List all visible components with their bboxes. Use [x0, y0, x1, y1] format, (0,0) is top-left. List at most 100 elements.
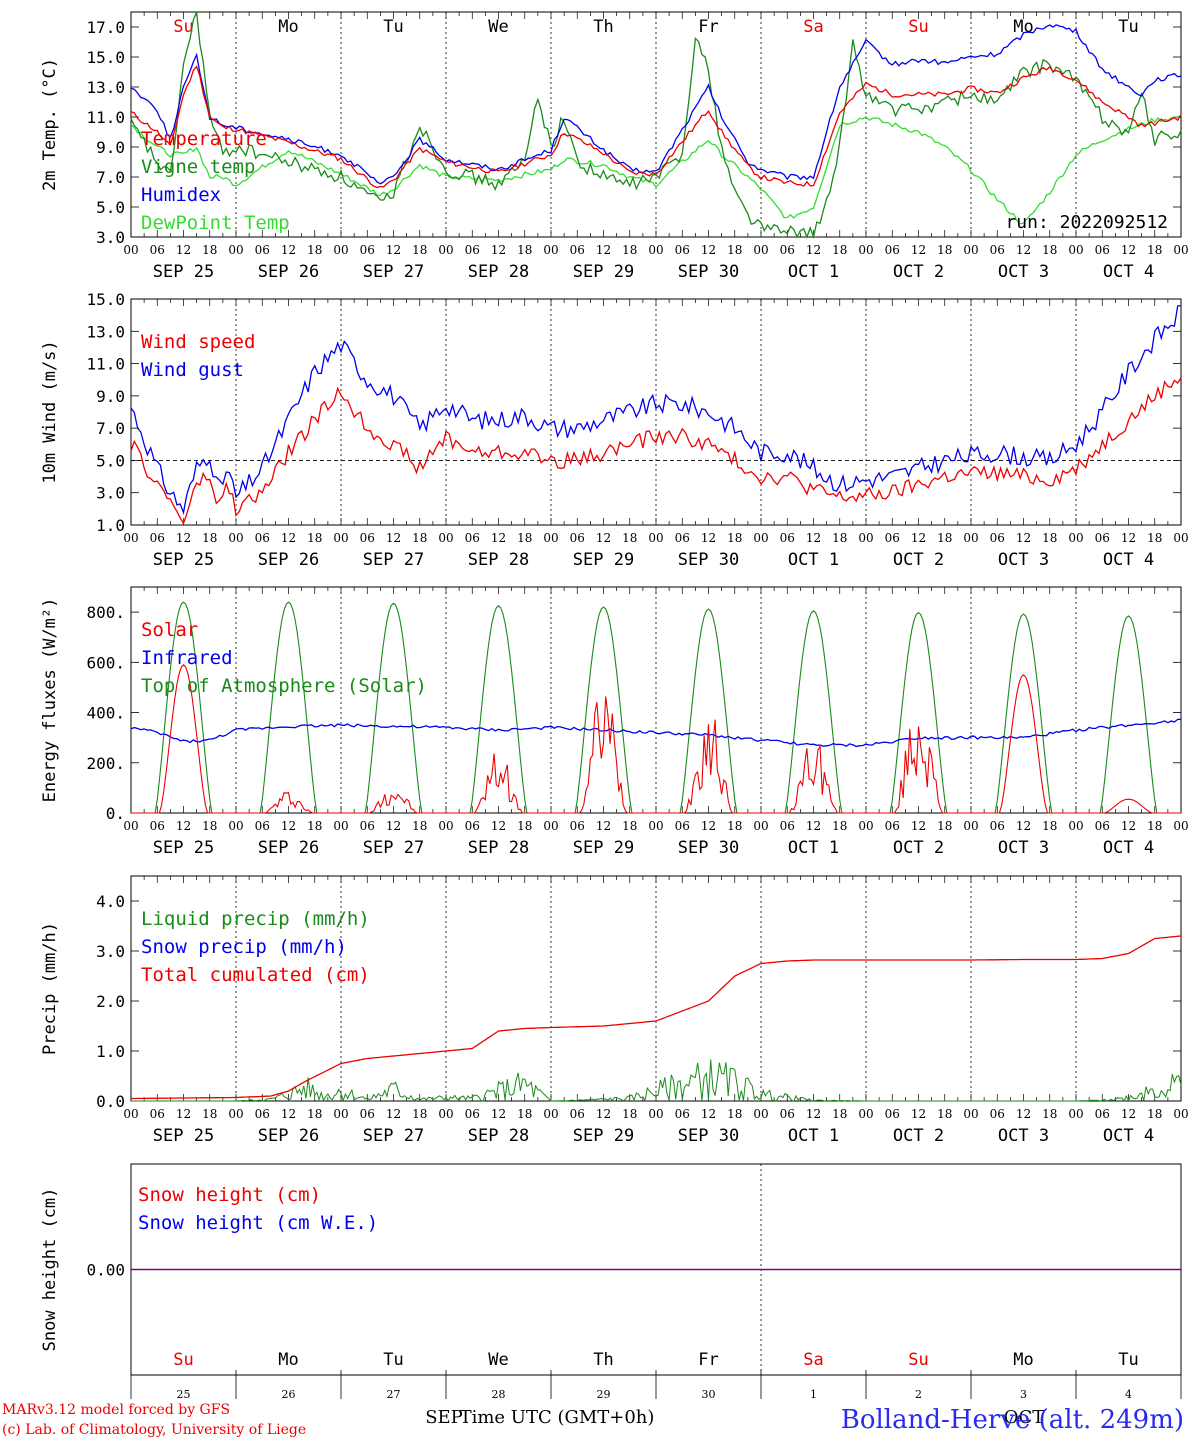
day-number-label: 27	[387, 1388, 401, 1401]
hour-tick-label: 12	[1121, 1107, 1136, 1121]
date-label: SEP 26	[258, 838, 319, 858]
hour-tick-label: 06	[990, 819, 1005, 833]
legend-entry: Top of Atmosphere (Solar)	[141, 675, 427, 697]
series-infrared	[130, 718, 1182, 748]
hour-tick-label: 06	[570, 531, 585, 545]
day-number-label: 4	[1125, 1388, 1132, 1401]
date-label: OCT 4	[1103, 550, 1154, 570]
hour-tick-label: 06	[360, 819, 375, 833]
hour-tick-label: 18	[307, 819, 322, 833]
hour-tick-label: 18	[832, 819, 847, 833]
hour-tick-label: 12	[1016, 1107, 1031, 1121]
hour-tick-label: 18	[517, 819, 532, 833]
date-label: SEP 28	[468, 262, 529, 282]
hour-tick-label: 00	[543, 243, 558, 257]
hour-tick-label: 18	[1147, 243, 1162, 257]
y-axis-label: Energy fluxes (W/m²)	[40, 598, 60, 803]
legend-entry: Total cumulated (cm)	[141, 964, 370, 986]
hour-tick-label: 12	[281, 819, 296, 833]
date-label: OCT 4	[1103, 838, 1154, 858]
hour-tick-label: 18	[1042, 531, 1057, 545]
panel-frame-1: 00 06 12 18 00 06 12 18 00 06 12 18 00 06 12 18 00 06 12 18…	[86, 11, 1189, 282]
hour-tick-label: 18	[727, 1107, 742, 1121]
hour-tick-label: 00	[753, 531, 768, 545]
hour-tick-label: 12	[911, 243, 926, 257]
date-label: OCT 2	[893, 1126, 944, 1146]
hour-tick-label: 12	[1016, 243, 1031, 257]
series-temperature	[130, 65, 1182, 189]
hour-tick-label: 06	[675, 531, 690, 545]
hour-tick-label: 12	[911, 531, 926, 545]
date-label: SEP 29	[573, 262, 634, 282]
date-label: SEP 25	[153, 550, 214, 570]
date-label: SEP 30	[678, 838, 739, 858]
y-tick-label: 2.0	[96, 992, 125, 1011]
hour-tick-label: 06	[885, 243, 900, 257]
hour-tick-label: 18	[727, 531, 742, 545]
hour-tick-label: 00	[1173, 819, 1188, 833]
date-label: SEP 25	[153, 838, 214, 858]
plot-border	[130, 298, 1182, 526]
hour-tick-label: 00	[543, 531, 558, 545]
legend-entry: Temperature	[141, 128, 267, 150]
hour-tick-label: 00	[753, 819, 768, 833]
hour-tick-label: 18	[202, 819, 217, 833]
y-tick-label: 5.0	[96, 198, 125, 217]
y-tick-label: 11.0	[86, 108, 125, 127]
hour-tick-label: 00	[1068, 243, 1083, 257]
hour-tick-label: 18	[832, 531, 847, 545]
hour-tick-label: 00	[333, 243, 348, 257]
hour-tick-label: 06	[150, 531, 165, 545]
hour-tick-label: 06	[675, 819, 690, 833]
hour-tick-label: 12	[386, 243, 401, 257]
hour-tick-label: 06	[885, 1107, 900, 1121]
hour-tick-label: 06	[675, 243, 690, 257]
weekday-label: Su	[173, 1350, 193, 1370]
date-label: SEP 27	[363, 550, 424, 570]
series-wind-gust	[130, 304, 1182, 515]
date-label: SEP 29	[573, 838, 634, 858]
weekday-label: Th	[593, 1350, 613, 1370]
y-axis-label: 2m Temp. (°C)	[40, 58, 60, 191]
hour-tick-label: 00	[123, 531, 138, 545]
day-number-label: 28	[492, 1388, 506, 1401]
hour-tick-label: 00	[858, 531, 873, 545]
weekday-label: Mo	[278, 17, 298, 37]
date-label: SEP 26	[258, 550, 319, 570]
weekday-label: Su	[908, 1350, 928, 1370]
hour-tick-label: 00	[1068, 819, 1083, 833]
y-tick-label: 9.0	[96, 138, 125, 157]
panel-frame-3: 00 06 12 18 00 06 12 18 00 06 12 18 00 06 12 18 00 06 12 18…	[86, 586, 1189, 858]
hour-tick-label: 06	[150, 243, 165, 257]
weekday-label: Fr	[698, 17, 718, 37]
y-tick-label: 13.0	[86, 78, 125, 97]
hour-tick-label: 00	[438, 243, 453, 257]
hour-tick-label: 00	[1173, 243, 1188, 257]
weekday-label: Sa	[803, 17, 823, 37]
hour-tick-label: 12	[1121, 243, 1136, 257]
hour-tick-label: 18	[307, 243, 322, 257]
date-label: OCT 3	[998, 550, 1049, 570]
month-label-left: SEP	[425, 1407, 463, 1428]
hour-tick-label: 00	[963, 819, 978, 833]
date-label: OCT 3	[998, 838, 1049, 858]
y-tick-label: 11.0	[86, 355, 125, 374]
weekday-label: Tu	[1118, 1350, 1138, 1370]
day-number-label: 25	[177, 1388, 191, 1401]
hour-tick-label: 12	[596, 531, 611, 545]
hour-tick-label: 00	[123, 243, 138, 257]
y-tick-label: 17.0	[86, 18, 125, 37]
plot-border	[130, 586, 1182, 814]
date-label: SEP 30	[678, 262, 739, 282]
hour-tick-label: 00	[1068, 1107, 1083, 1121]
hour-tick-label: 18	[517, 531, 532, 545]
hour-tick-label: 12	[911, 819, 926, 833]
hour-tick-label: 12	[806, 1107, 821, 1121]
date-label: OCT 4	[1103, 262, 1154, 282]
hour-tick-label: 12	[386, 1107, 401, 1121]
hour-tick-label: 12	[701, 1107, 716, 1121]
hour-tick-label: 12	[281, 531, 296, 545]
legend-entry: Humidex	[141, 184, 221, 206]
weekday-label: Mo	[1013, 1350, 1033, 1370]
date-label: SEP 25	[153, 1126, 214, 1146]
